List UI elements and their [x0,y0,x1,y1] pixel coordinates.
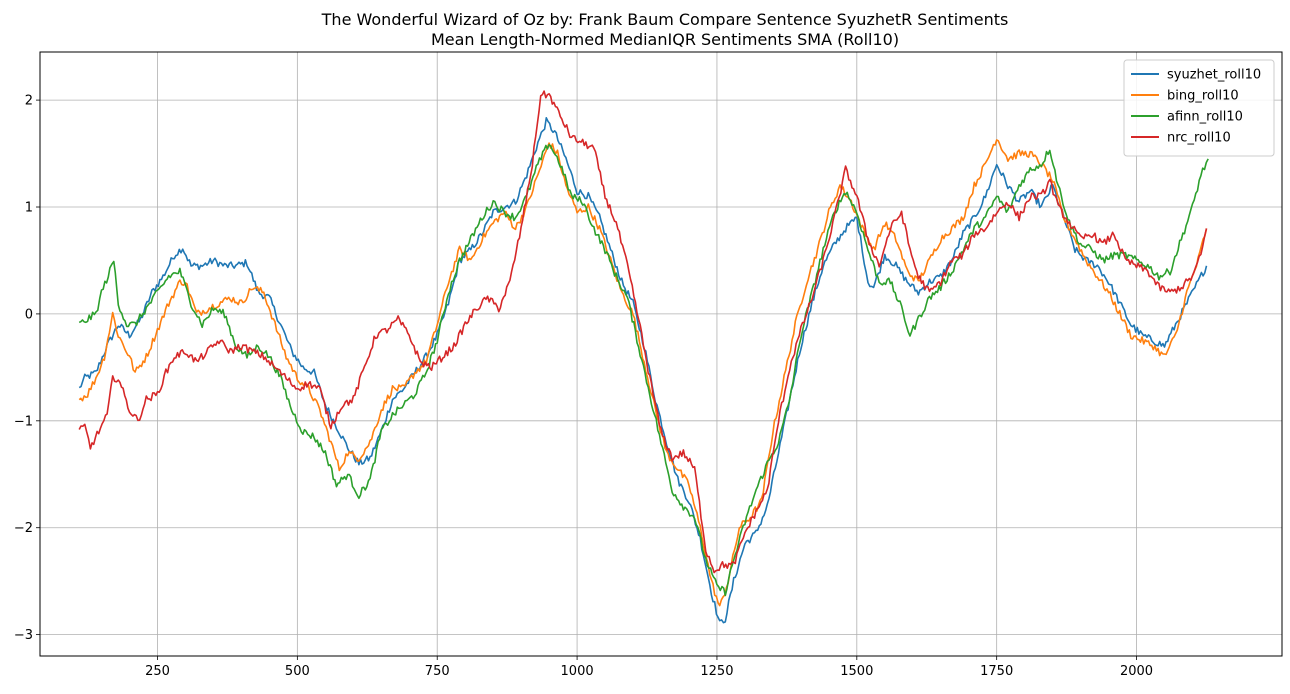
x-tick-label: 1000 [561,664,594,679]
x-tick-label: 2000 [1120,664,1153,679]
x-tick-label: 1500 [840,664,873,679]
y-tick-label: 1 [25,201,33,216]
chart-subtitle: Mean Length-Normed MedianIQR Sentiments … [431,30,899,49]
y-tick-label: 2 [25,94,33,109]
x-tick-label: 1750 [980,664,1013,679]
legend-label: afinn_roll10 [1167,110,1243,125]
x-tick-label: 250 [145,664,170,679]
plot-area-frame [39,51,1283,657]
y-axis: −3 −2 −1 0 1 2 [14,94,40,643]
x-tick-label: 750 [425,664,450,679]
grid-lines [40,52,1282,656]
x-tick-label: 500 [285,664,310,679]
chart-title: The Wonderful Wizard of Oz by: Frank Bau… [321,10,1009,29]
y-tick-label: 0 [25,307,33,322]
x-axis: 250 500 750 1000 1250 1500 1750 2000 [145,656,1153,679]
series-line-nrc-roll10 [78,90,1208,574]
legend-label: bing_roll10 [1167,89,1239,104]
series-line-bing-roll10 [78,139,1208,607]
x-tick-label: 1250 [700,664,733,679]
y-tick-label: −3 [14,628,33,643]
y-tick-label: −1 [14,414,33,429]
legend-label: nrc_roll10 [1167,131,1231,146]
legend: syuzhet_roll10 bing_roll10 afinn_roll10nrc… [1123,59,1275,157]
series-line-afinn-roll10 [78,143,1209,597]
legend-box [1123,59,1275,157]
plot-series [78,90,1209,624]
legend-label: syuzhet_roll10 [1167,68,1261,83]
y-tick-label: −2 [14,521,33,536]
